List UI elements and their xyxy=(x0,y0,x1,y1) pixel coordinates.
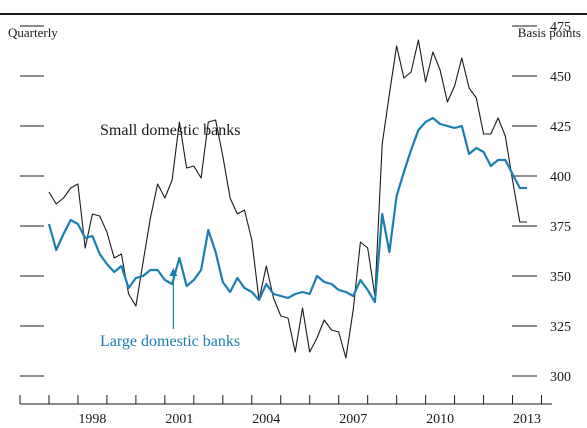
x-tick-label: 2004 xyxy=(252,412,280,427)
y-tick-label: 350 xyxy=(550,270,571,285)
frequency-label: Quarterly xyxy=(8,25,58,40)
y-tick-label: 375 xyxy=(550,220,571,235)
large-banks-label: Large domestic banks xyxy=(100,333,240,350)
small-banks-label: Small domestic banks xyxy=(100,122,240,139)
y-tick-label: 325 xyxy=(550,320,571,335)
x-tick-label: 2001 xyxy=(165,412,193,427)
x-tick-label: 2010 xyxy=(426,412,454,427)
small-banks-series-line xyxy=(48,39,527,359)
y-tick-label: 400 xyxy=(550,170,571,185)
y-tick-label: 475 xyxy=(550,20,571,35)
annotation-arrow-head xyxy=(169,268,178,276)
x-tick-label: 1998 xyxy=(78,412,106,427)
top-rule xyxy=(0,13,587,15)
x-tick-label: 2013 xyxy=(513,412,541,427)
y-tick-label: 425 xyxy=(550,120,571,135)
x-tick-label: 2007 xyxy=(339,412,367,427)
y-tick-label: 300 xyxy=(550,370,571,385)
unit-label: Basis points xyxy=(517,25,581,40)
y-tick-label: 450 xyxy=(550,70,571,85)
large-banks-series-line xyxy=(47,116,527,304)
